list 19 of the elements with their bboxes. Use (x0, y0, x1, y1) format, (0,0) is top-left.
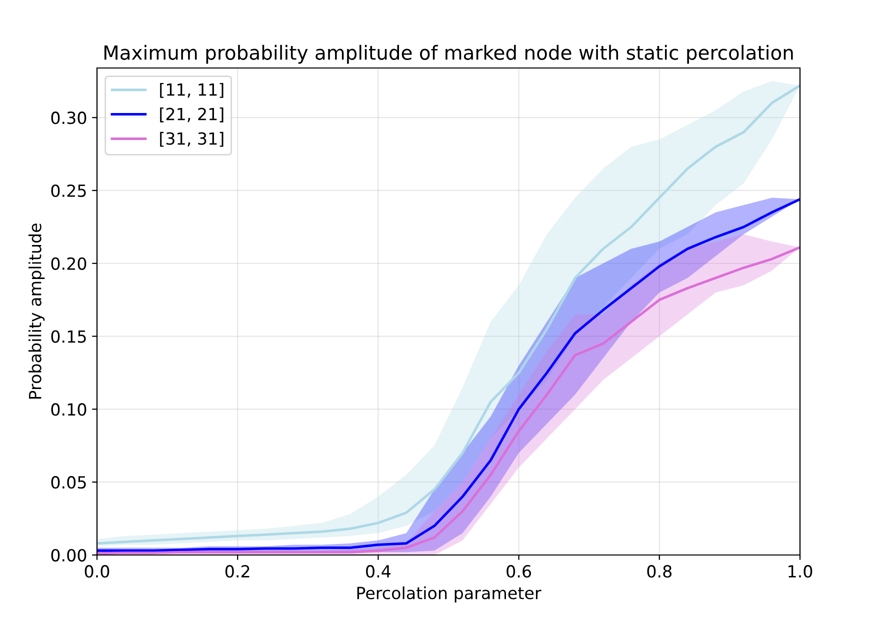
x-tick-label: 0.0 (84, 565, 110, 578)
x-tick-label: 0.6 (506, 565, 532, 578)
legend-label: [21, 21] (160, 107, 224, 122)
x-tick-label: 0.4 (366, 565, 391, 578)
y-tick-label: 0.25 (51, 184, 86, 198)
chart-title: Maximum probability amplitude of marked node with static percolation (104, 44, 793, 64)
y-tick-label: 0.30 (51, 112, 86, 124)
y-tick-label: 0.20 (51, 257, 86, 270)
x-tick-label: 0.8 (647, 565, 672, 578)
y-tick-label: 0.00 (51, 548, 86, 562)
legend-label: [31, 31] (160, 132, 224, 147)
x-axis-title: Percolation parameter (357, 586, 542, 603)
y-tick-label: 0.15 (51, 330, 86, 343)
y-axis-title: Probability amplitude (28, 224, 45, 399)
x-tick-label: 0.2 (225, 565, 250, 578)
legend-label: [11, 11] (160, 83, 224, 98)
x-tick-label: 1.0 (788, 565, 812, 578)
y-tick-label: 0.10 (51, 403, 86, 416)
y-tick-label: 0.05 (51, 476, 86, 489)
